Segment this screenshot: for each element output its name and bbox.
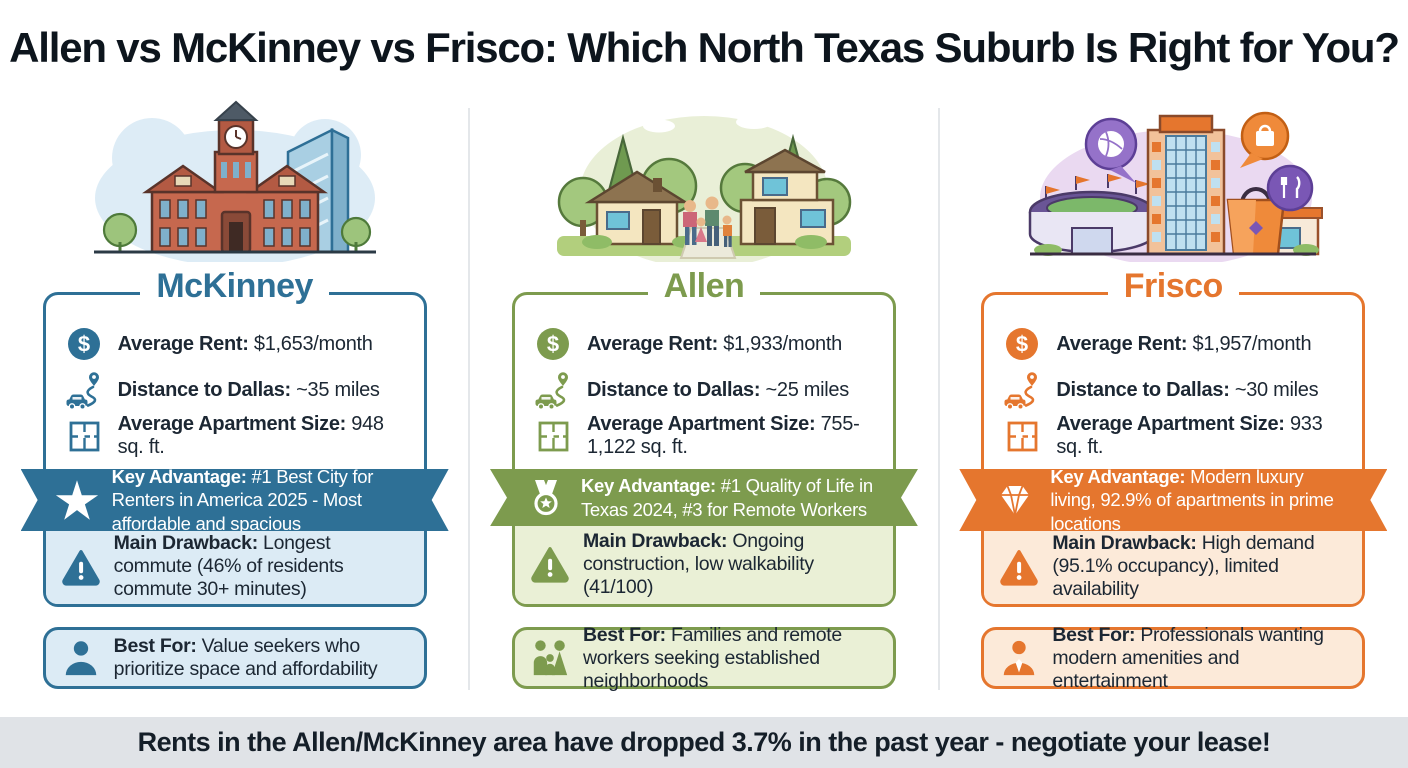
svg-text:$: $ bbox=[78, 332, 90, 357]
stat-row-size: Average Apartment Size: 755-1,122 sq. ft… bbox=[533, 413, 881, 459]
footer-text: Rents in the Allen/McKinney area have dr… bbox=[137, 727, 1271, 757]
medal-icon bbox=[524, 476, 568, 520]
drawback-text: Main Drawback: High demand (95.1% occupa… bbox=[1052, 532, 1315, 600]
city-column-frisco: Frisco $ Average Rent: $1,957/month bbox=[939, 100, 1408, 692]
mckinney-info-card: $ Average Rent: $1,653/month bbox=[43, 292, 427, 607]
advantage-text: Key Advantage: #1 Best City for Renters … bbox=[111, 465, 374, 534]
stat-text: Distance to Dallas: ~25 miles bbox=[586, 378, 849, 401]
stat-row-size: Average Apartment Size: 933 sq. ft. bbox=[1002, 413, 1350, 459]
warning-icon bbox=[61, 549, 100, 586]
advantage-ribbon: Key Advantage: #1 Best City for Renters … bbox=[21, 469, 449, 531]
stat-text: Average Rent: $1,957/month bbox=[1056, 332, 1312, 355]
professional-icon bbox=[1004, 640, 1035, 676]
family-icon bbox=[533, 640, 568, 676]
stat-row-rent: $ Average Rent: $1,933/month bbox=[533, 321, 881, 367]
diamond-icon bbox=[993, 478, 1037, 522]
stat-text: Average Apartment Size: 948 sq. ft. bbox=[117, 413, 384, 458]
frisco-info-card: $ Average Rent: $1,957/month bbox=[981, 292, 1365, 607]
floor-plan-icon bbox=[538, 421, 569, 452]
city-name-allen: Allen bbox=[512, 267, 896, 306]
allen-neighborhood-illustration bbox=[556, 115, 852, 262]
car-route-icon bbox=[535, 372, 568, 410]
svg-text:$: $ bbox=[547, 332, 559, 357]
floor-plan-icon bbox=[69, 421, 100, 452]
stat-text: Average Apartment Size: 933 sq. ft. bbox=[1056, 413, 1323, 458]
allen-info-card: $ Average Rent: $1,933/month bbox=[512, 292, 896, 607]
car-route-icon bbox=[1004, 372, 1038, 410]
stat-row-distance: Distance to Dallas: ~35 miles bbox=[64, 367, 412, 413]
dollar-circle-icon: $ bbox=[67, 328, 100, 360]
drawback-box: Main Drawback: Ongoing construction, low… bbox=[514, 526, 893, 604]
drawback-text: Main Drawback: Longest commute (46% of r… bbox=[113, 532, 344, 600]
stat-row-size: Average Apartment Size: 948 sq. ft. bbox=[64, 413, 412, 459]
column-divider bbox=[468, 108, 470, 690]
advantage-ribbon: Key Advantage: Modern luxury living, 92.… bbox=[959, 469, 1387, 531]
footer-banner: Rents in the Allen/McKinney area have dr… bbox=[0, 717, 1408, 768]
stat-text: Average Rent: $1,933/month bbox=[586, 332, 842, 355]
advantage-ribbon: Key Advantage: #1 Quality of Life in Tex… bbox=[490, 469, 918, 526]
best-for-box: Best For: Value seekers who prioritize s… bbox=[42, 627, 427, 689]
stat-text: Distance to Dallas: ~35 miles bbox=[117, 378, 380, 401]
best-for-text: Best For: Value seekers who prioritize s… bbox=[113, 635, 378, 680]
stat-row-distance: Distance to Dallas: ~30 miles bbox=[1002, 367, 1350, 413]
stat-text: Distance to Dallas: ~30 miles bbox=[1056, 378, 1319, 401]
mckinney-card: McKinney $ Average Rent: $1,653/month bbox=[43, 267, 427, 607]
city-name-mckinney: McKinney bbox=[43, 267, 427, 306]
dollar-circle-icon: $ bbox=[536, 328, 569, 360]
person-icon bbox=[65, 641, 96, 676]
warning-icon bbox=[1000, 549, 1038, 586]
mckinney-courthouse-illustration bbox=[93, 100, 376, 262]
frisco-tower-stadium-illustration bbox=[1029, 111, 1324, 262]
svg-text:$: $ bbox=[1016, 332, 1028, 357]
comparison-columns: McKinney $ Average Rent: $1,653/month bbox=[0, 100, 1408, 692]
warning-icon bbox=[531, 547, 569, 583]
drawback-box: Main Drawback: Longest commute (46% of r… bbox=[45, 531, 424, 604]
frisco-card: Frisco $ Average Rent: $1,957/month bbox=[981, 267, 1365, 607]
star-icon bbox=[55, 478, 99, 522]
stat-text: Average Rent: $1,653/month bbox=[117, 332, 373, 355]
page-title: Allen vs McKinney vs Frisco: Which North… bbox=[9, 24, 1400, 71]
city-column-mckinney: McKinney $ Average Rent: $1,653/month bbox=[0, 100, 469, 689]
floor-plan-icon bbox=[1007, 421, 1038, 452]
stat-text: Average Apartment Size: 755-1,122 sq. ft… bbox=[586, 413, 860, 458]
stat-row-rent: $ Average Rent: $1,653/month bbox=[64, 321, 412, 367]
car-route-icon bbox=[66, 372, 99, 410]
stat-row-distance: Distance to Dallas: ~25 miles bbox=[533, 367, 881, 413]
stats-section: $ Average Rent: $1,957/month bbox=[984, 295, 1362, 465]
drawback-text: Main Drawback: Ongoing construction, low… bbox=[582, 529, 814, 598]
column-divider bbox=[938, 108, 940, 690]
best-for-box: Best For: Professionals wanting modern a… bbox=[981, 624, 1366, 692]
stat-row-rent: $ Average Rent: $1,957/month bbox=[1002, 321, 1350, 367]
city-column-allen: Allen $ Average Rent: $1,933/month bbox=[469, 100, 938, 692]
city-name-frisco: Frisco bbox=[981, 267, 1365, 306]
best-for-text: Best For: Professionals wanting modern a… bbox=[1052, 623, 1324, 692]
allen-card: Allen $ Average Rent: $1,933/month bbox=[512, 267, 896, 607]
stats-section: $ Average Rent: $1,653/month bbox=[46, 295, 424, 465]
best-for-box: Best For: Families and remote workers se… bbox=[511, 624, 896, 692]
advantage-text: Key Advantage: #1 Quality of Life in Tex… bbox=[580, 474, 873, 520]
dollar-circle-icon: $ bbox=[1006, 328, 1039, 360]
advantage-text: Key Advantage: Modern luxury living, 92.… bbox=[1050, 465, 1334, 534]
stats-section: $ Average Rent: $1,933/month bbox=[515, 295, 893, 465]
drawback-box: Main Drawback: High demand (95.1% occupa… bbox=[984, 531, 1363, 604]
best-for-text: Best For: Families and remote workers se… bbox=[582, 623, 842, 692]
